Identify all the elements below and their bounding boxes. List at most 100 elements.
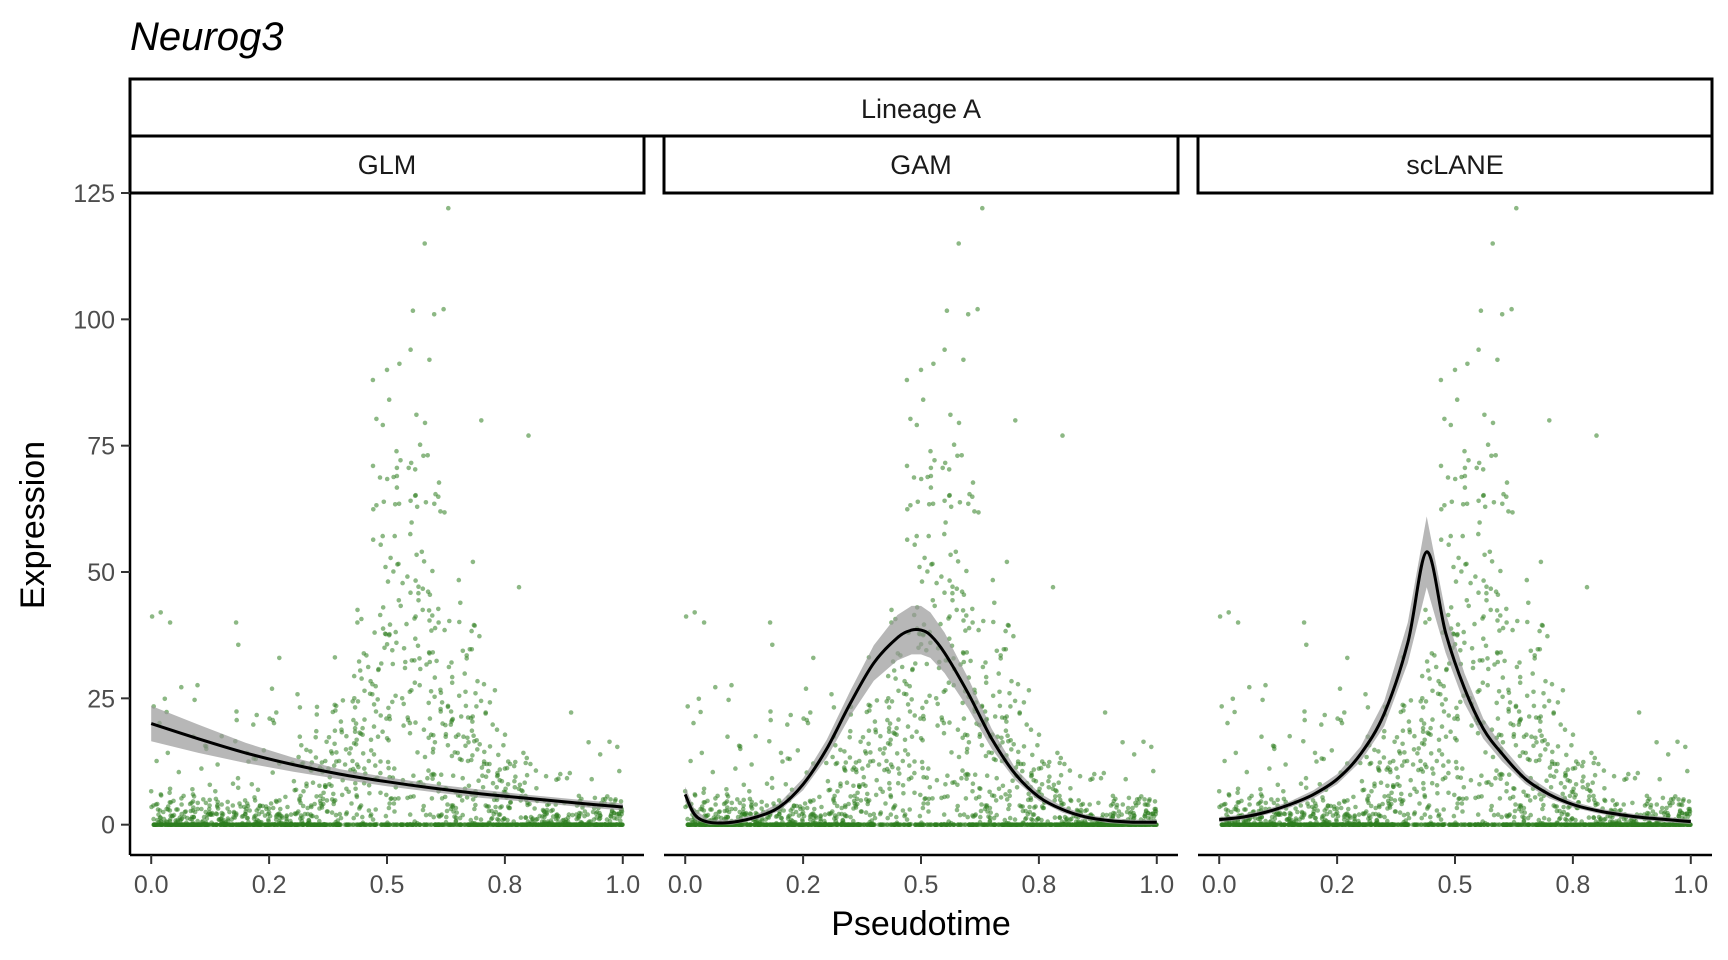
data-point xyxy=(384,642,390,647)
data-point xyxy=(945,773,950,778)
data-point xyxy=(1502,658,1507,664)
data-point xyxy=(1517,660,1522,665)
data-point xyxy=(1077,822,1082,827)
data-point xyxy=(284,821,289,827)
data-point xyxy=(1466,458,1471,463)
data-point xyxy=(449,660,454,665)
data-point xyxy=(909,734,915,739)
data-point xyxy=(405,574,410,579)
data-point xyxy=(989,750,994,756)
data-point xyxy=(1441,763,1446,768)
data-point xyxy=(917,564,922,570)
data-point xyxy=(1540,806,1545,812)
data-point xyxy=(1476,590,1481,595)
data-point xyxy=(359,676,364,681)
data-point xyxy=(356,764,361,770)
data-point xyxy=(942,590,947,595)
data-point xyxy=(1548,773,1553,778)
data-point xyxy=(882,746,887,751)
data-point xyxy=(935,701,940,707)
data-point xyxy=(459,798,465,803)
data-point xyxy=(1257,800,1262,806)
data-point xyxy=(1412,733,1417,739)
data-point xyxy=(832,816,837,821)
data-point xyxy=(458,600,463,606)
data-point xyxy=(412,658,417,663)
data-point xyxy=(981,618,986,624)
data-point xyxy=(1088,822,1094,827)
data-point xyxy=(961,618,966,623)
data-point xyxy=(866,728,872,733)
data-point xyxy=(1400,728,1406,733)
data-point xyxy=(934,580,939,586)
data-point xyxy=(1008,704,1013,709)
data-point xyxy=(543,822,548,827)
data-point xyxy=(870,758,876,764)
data-point xyxy=(366,783,372,788)
data-point xyxy=(457,815,463,821)
data-point xyxy=(430,568,435,574)
data-point xyxy=(1398,709,1404,715)
data-point xyxy=(1531,703,1537,709)
data-point xyxy=(1020,808,1026,814)
data-point xyxy=(380,729,385,734)
data-point xyxy=(327,782,332,787)
data-point xyxy=(1112,811,1117,816)
data-point xyxy=(442,627,447,633)
data-point xyxy=(1275,797,1280,803)
data-point xyxy=(296,809,301,814)
data-point xyxy=(902,822,907,827)
data-point xyxy=(378,822,384,827)
data-point xyxy=(1225,720,1230,726)
data-point xyxy=(354,737,360,743)
data-point xyxy=(724,787,729,792)
data-point xyxy=(1007,789,1012,794)
data-point xyxy=(350,758,355,764)
data-point xyxy=(996,822,1001,827)
data-point xyxy=(471,733,476,738)
data-point xyxy=(398,458,403,463)
data-point xyxy=(418,666,423,672)
data-point xyxy=(180,822,186,827)
data-point xyxy=(466,740,471,745)
data-point xyxy=(1490,420,1496,426)
data-point xyxy=(885,815,890,821)
fit-curve xyxy=(683,627,1157,825)
data-point xyxy=(1025,822,1030,827)
data-point xyxy=(1591,760,1596,766)
data-point xyxy=(984,804,989,810)
data-point xyxy=(533,768,539,773)
data-point xyxy=(179,684,184,690)
data-point xyxy=(382,645,387,651)
data-point xyxy=(385,579,391,584)
data-point xyxy=(375,697,381,702)
data-point xyxy=(1322,712,1327,718)
data-point xyxy=(958,822,963,827)
data-point xyxy=(351,741,357,746)
data-point xyxy=(438,509,443,514)
data-point xyxy=(368,748,374,753)
data-point xyxy=(899,664,905,670)
data-point xyxy=(532,806,537,811)
data-point xyxy=(254,712,259,718)
data-point xyxy=(368,737,374,743)
data-point xyxy=(428,689,434,694)
data-point xyxy=(1587,794,1592,799)
data-point xyxy=(475,678,480,684)
data-point xyxy=(713,811,718,817)
data-point xyxy=(793,822,798,827)
data-point xyxy=(444,808,450,814)
data-point xyxy=(1035,743,1040,748)
data-point xyxy=(914,533,919,539)
data-point xyxy=(353,780,358,786)
data-point xyxy=(1657,776,1662,782)
data-point xyxy=(1454,765,1459,771)
data-point xyxy=(851,818,856,824)
data-point xyxy=(256,806,261,811)
data-point xyxy=(768,709,773,714)
data-point xyxy=(388,555,393,561)
data-point xyxy=(896,717,901,722)
data-point xyxy=(227,809,232,815)
data-point xyxy=(767,620,773,625)
data-point xyxy=(413,720,418,725)
